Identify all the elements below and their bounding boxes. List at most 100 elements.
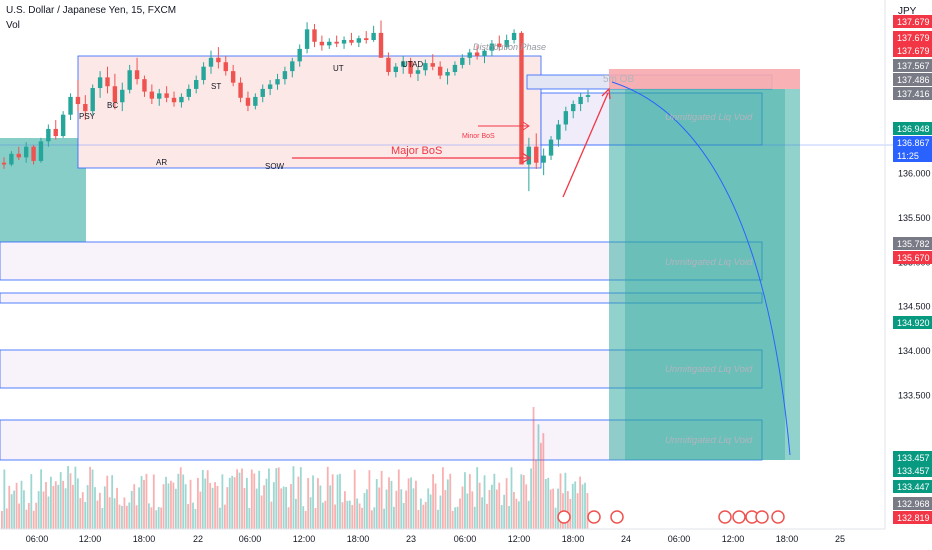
- volume-bar: [321, 502, 324, 529]
- event-flag-icon[interactable]: [718, 510, 732, 524]
- volume-bar: [547, 477, 550, 529]
- event-flags[interactable]: [557, 510, 785, 524]
- currency-label: JPY: [898, 6, 917, 17]
- candle: [223, 56, 228, 76]
- volume-bar: [94, 487, 96, 529]
- volume-bar: [495, 489, 498, 529]
- volume-bar: [236, 469, 238, 529]
- volume-bar: [52, 485, 55, 529]
- svg-text:137.679: 137.679: [897, 17, 930, 27]
- volume-bar: [312, 475, 314, 529]
- volume-bar: [25, 509, 28, 529]
- volume-bar: [179, 467, 182, 529]
- volume-bar: [339, 473, 341, 529]
- candle: [386, 52, 391, 76]
- svg-text:136.948: 136.948: [897, 124, 930, 134]
- volume-bar: [407, 478, 410, 529]
- candle: [120, 82, 125, 112]
- candle: [460, 54, 465, 69]
- volume-bar: [586, 493, 589, 529]
- volume-bar: [275, 468, 278, 529]
- price-label: 137.416: [893, 87, 932, 100]
- volume-bar: [143, 479, 145, 529]
- volume-bar: [204, 478, 207, 529]
- volume-bar: [135, 505, 138, 529]
- minor-bos-label: Minor BoS: [462, 133, 495, 140]
- volume-bar: [268, 468, 270, 529]
- volume-bar: [527, 500, 530, 529]
- volume-bar: [54, 481, 57, 529]
- volume-bar: [292, 466, 295, 529]
- volume-bar: [385, 489, 388, 529]
- volume-bar: [157, 507, 160, 529]
- volume-bar: [194, 509, 197, 529]
- volume-bar: [3, 469, 6, 529]
- volume-bar: [263, 485, 265, 529]
- volume-bar: [57, 484, 60, 529]
- volume-bar: [170, 480, 172, 529]
- volume-bar: [415, 480, 417, 529]
- x-tick-label: 24: [621, 534, 631, 544]
- volume-bar: [233, 477, 236, 529]
- svg-text:137.679: 137.679: [897, 33, 930, 43]
- volume-bar: [72, 484, 74, 529]
- candle: [571, 100, 576, 119]
- volume-bar: [341, 502, 344, 529]
- candle: [127, 64, 132, 94]
- x-tick-label: 18:00: [562, 534, 585, 544]
- volume-bar: [397, 469, 400, 529]
- price-label: 133.457: [893, 451, 932, 464]
- annotations: Distribution Phase Major BoS Minor BoS 5…: [79, 42, 791, 456]
- volume-bar: [182, 474, 185, 529]
- candle: [548, 136, 554, 161]
- volume-bar: [123, 497, 126, 529]
- event-flag-icon[interactable]: [771, 510, 785, 524]
- volume-bar: [277, 467, 280, 529]
- candle: [97, 71, 103, 98]
- x-axis[interactable]: 06:00 12:00 18:00 22 06:00 12:00 18:00 23 06:00 1…: [26, 534, 845, 544]
- volume-bar: [493, 473, 496, 529]
- price-label: 133.447: [893, 480, 932, 493]
- volume-bar: [62, 480, 65, 529]
- volume-bar: [59, 472, 62, 529]
- candle: [519, 31, 524, 165]
- volume-bar: [380, 470, 383, 529]
- volume-bar: [505, 478, 508, 529]
- volume-bar: [32, 510, 35, 529]
- volume-bar: [405, 490, 408, 529]
- price-label: 132.968: [893, 497, 932, 510]
- volume-bar: [35, 502, 38, 529]
- volume-bar: [47, 496, 50, 529]
- volume-bar: [571, 483, 574, 529]
- candle: [194, 75, 199, 94]
- x-tick-label: 12:00: [722, 534, 745, 544]
- event-flag-icon[interactable]: [557, 510, 571, 524]
- volume-bar: [348, 500, 351, 529]
- volume-bar: [258, 470, 261, 529]
- volume-bar: [574, 481, 577, 529]
- candle: [556, 120, 561, 147]
- volume-bar: [50, 476, 52, 529]
- volume-bar: [564, 472, 567, 529]
- volume-bar: [324, 500, 327, 529]
- event-flag-icon[interactable]: [610, 510, 624, 524]
- trade-target-inner: [625, 89, 785, 460]
- event-flag-icon[interactable]: [587, 510, 601, 524]
- volume-bar: [295, 498, 297, 529]
- volume-bar: [491, 484, 493, 529]
- candle: [23, 142, 29, 163]
- volume-bar: [74, 466, 77, 529]
- candle: [445, 68, 450, 85]
- volume-bar: [243, 488, 246, 529]
- liq-void-label-2: Unmitigated Liq Void: [665, 257, 753, 268]
- y-tick-label: 134.000: [898, 346, 931, 356]
- volume-bar: [101, 508, 104, 529]
- candle: [31, 144, 36, 165]
- volume-bar: [329, 485, 332, 529]
- candle: [46, 124, 51, 147]
- event-flag-icon[interactable]: [732, 510, 746, 524]
- volume-bar: [302, 506, 305, 529]
- event-flag-icon[interactable]: [755, 510, 769, 524]
- volume-bar: [390, 480, 393, 529]
